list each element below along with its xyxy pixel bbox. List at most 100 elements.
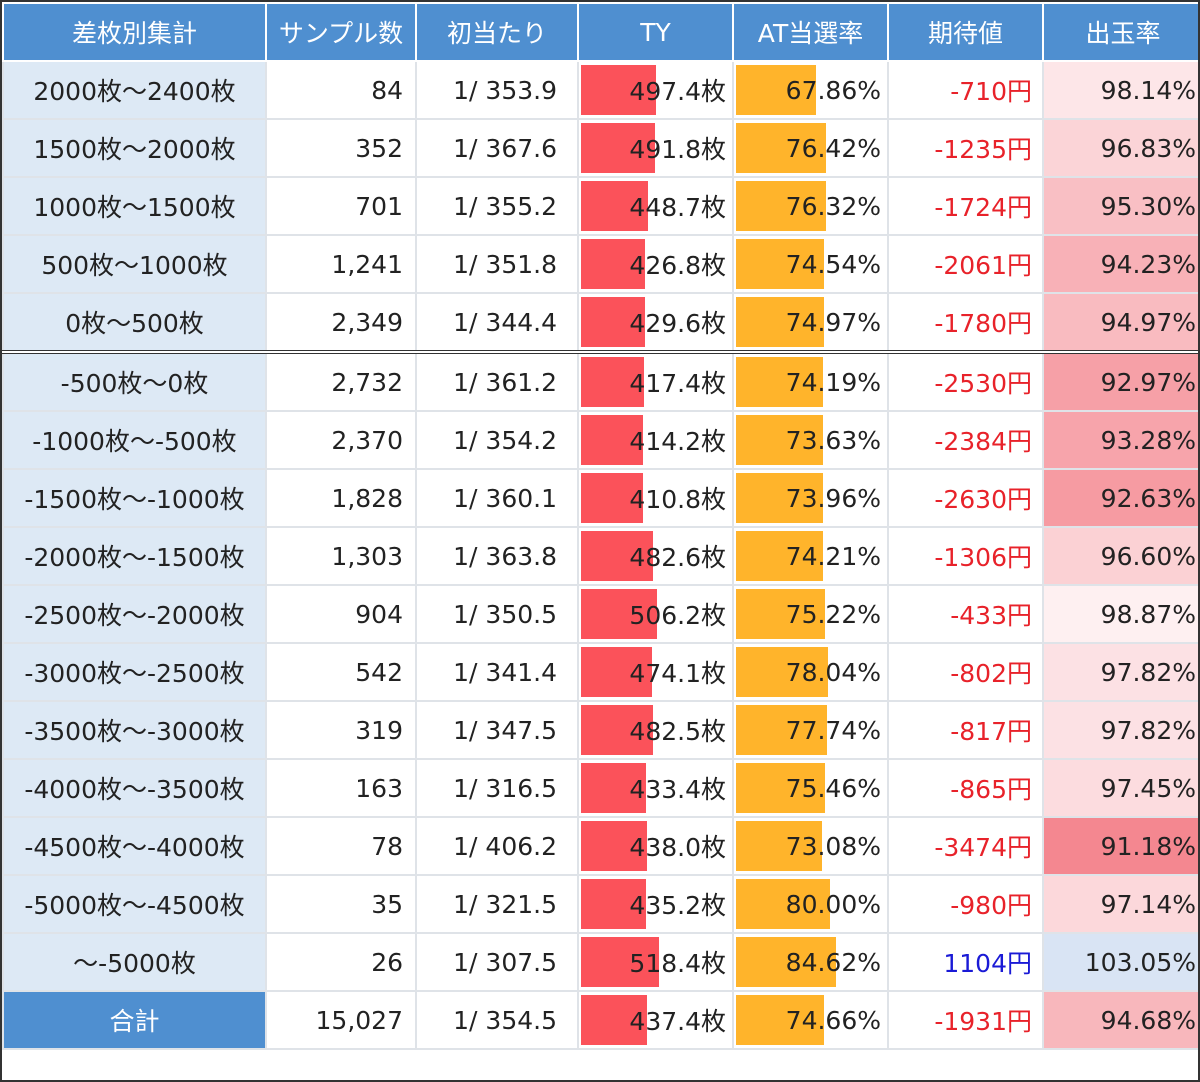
table-row: 1000枚〜1500枚 701 1/ 355.2 448.7枚 76.32% -1724円…	[2, 176, 1198, 236]
sample-count: 35	[265, 874, 417, 934]
table-row: 〜-5000枚 26 1/ 307.5 518.4枚 84.62% 1104円 103.05…	[2, 932, 1198, 992]
sample-count: 904	[265, 584, 417, 644]
at-rate-cell-bar	[736, 65, 816, 115]
table-row: -500枚〜0枚 2,732 1/ 361.2 417.4枚 74.19% -2530円 9…	[2, 350, 1198, 412]
row-category: -3000枚〜-2500枚	[2, 642, 267, 702]
at-rate-cell-value: 73.63%	[785, 425, 881, 455]
header-ty[interactable]: TY	[577, 2, 734, 62]
ty-cell-value: 433.4枚	[629, 775, 726, 804]
ty-cell-bar	[581, 821, 647, 871]
payout-rate: 98.14%	[1042, 60, 1198, 120]
at-rate-cell: 75.46%	[732, 758, 889, 818]
header-expected-value[interactable]: 期待値	[887, 2, 1044, 62]
at-rate-cell: 78.04%	[732, 642, 889, 702]
payout-rate: 92.97%	[1042, 350, 1198, 412]
ty-cell-value: 438.0枚	[629, 833, 726, 862]
ty-cell: 438.0枚	[577, 816, 734, 876]
at-rate-cell-value: 80.00%	[785, 889, 881, 919]
at-rate-cell-bar	[736, 123, 826, 173]
header-category[interactable]: 差枚別集計	[2, 2, 267, 62]
row-category: 1000枚〜1500枚	[2, 176, 267, 236]
at-rate-cell-bar	[736, 647, 828, 697]
table-row: 2000枚〜2400枚 84 1/ 353.9 497.4枚 67.86% -710円 98…	[2, 60, 1198, 120]
ty-cell-value: 474.1枚	[629, 659, 726, 688]
at-rate-cell-bar	[736, 239, 824, 289]
first-hit-odds: 1/ 354.5	[415, 990, 579, 1050]
ty-cell: 497.4枚	[577, 60, 734, 120]
at-rate-cell: 73.08%	[732, 816, 889, 876]
at-rate-cell-bar	[736, 705, 828, 755]
at-rate-cell: 84.62%	[732, 932, 889, 992]
first-hit-odds: 1/ 360.1	[415, 468, 579, 528]
first-hit-odds: 1/ 355.2	[415, 176, 579, 236]
sample-count: 352	[265, 118, 417, 178]
row-category: -500枚〜0枚	[2, 350, 267, 412]
ty-cell: 506.2枚	[577, 584, 734, 644]
expected-value: -2530円	[887, 350, 1044, 412]
at-rate-cell-value: 74.66%	[785, 1005, 881, 1035]
header-payout-rate[interactable]: 出玉率	[1042, 2, 1198, 62]
expected-value: -1306円	[887, 526, 1044, 586]
payout-rate: 97.82%	[1042, 642, 1198, 702]
table-row: -2000枚〜-1500枚 1,303 1/ 363.8 482.6枚 74.21% -1…	[2, 526, 1198, 586]
ty-cell: 491.8枚	[577, 118, 734, 178]
at-rate-cell-value: 76.32%	[785, 191, 881, 221]
at-rate-cell: 74.19%	[732, 350, 889, 412]
expected-value: -710円	[887, 60, 1044, 120]
ty-cell-bar	[581, 473, 643, 523]
expected-value: -2061円	[887, 234, 1044, 294]
at-rate-cell-value: 75.46%	[785, 773, 881, 803]
payout-rate: 103.05%	[1042, 932, 1198, 992]
ty-cell-bar	[581, 705, 654, 755]
at-rate-cell-bar	[736, 763, 825, 813]
at-rate-cell-value: 75.22%	[785, 599, 881, 629]
row-category: 〜-5000枚	[2, 932, 267, 992]
payout-rate: 94.97%	[1042, 292, 1198, 353]
ty-cell-value: 435.2枚	[629, 891, 726, 920]
expected-value: -802円	[887, 642, 1044, 702]
at-rate-cell-bar	[736, 181, 826, 231]
ty-cell: 433.4枚	[577, 758, 734, 818]
ty-cell-value: 448.7枚	[629, 193, 726, 222]
ty-cell-bar	[581, 239, 646, 289]
expected-value: -1931円	[887, 990, 1044, 1050]
ty-cell-value: 482.6枚	[629, 543, 726, 572]
payout-rate: 98.87%	[1042, 584, 1198, 644]
ty-cell-bar	[581, 647, 653, 697]
at-rate-cell-bar	[736, 589, 825, 639]
ty-cell-value: 506.2枚	[629, 601, 726, 630]
at-rate-cell: 75.22%	[732, 584, 889, 644]
ty-cell-bar	[581, 297, 646, 347]
expected-value: -3474円	[887, 816, 1044, 876]
ty-cell-bar	[581, 763, 646, 813]
table-row: 1500枚〜2000枚 352 1/ 367.6 491.8枚 76.42% -1235円…	[2, 118, 1198, 178]
first-hit-odds: 1/ 353.9	[415, 60, 579, 120]
ty-cell-bar	[581, 879, 647, 929]
header-at-rate[interactable]: AT当選率	[732, 2, 889, 62]
ty-cell-value: 437.4枚	[629, 1007, 726, 1036]
header-samples[interactable]: サンプル数	[265, 2, 417, 62]
expected-value: -433円	[887, 584, 1044, 644]
table-row: -3000枚〜-2500枚 542 1/ 341.4 474.1枚 78.04% -802…	[2, 642, 1198, 702]
header-first-hit[interactable]: 初当たり	[415, 2, 579, 62]
row-category: -3500枚〜-3000枚	[2, 700, 267, 760]
first-hit-odds: 1/ 367.6	[415, 118, 579, 178]
ty-cell-value: 426.8枚	[629, 251, 726, 280]
payout-rate: 91.18%	[1042, 816, 1198, 876]
at-rate-cell: 73.63%	[732, 410, 889, 470]
at-rate-cell-value: 74.19%	[785, 367, 881, 397]
first-hit-odds: 1/ 307.5	[415, 932, 579, 992]
sample-count: 84	[265, 60, 417, 120]
ty-cell: 417.4枚	[577, 350, 734, 412]
sample-count: 15,027	[265, 990, 417, 1050]
ty-cell: 482.6枚	[577, 526, 734, 586]
at-rate-cell-value: 74.54%	[785, 249, 881, 279]
table-row: -1000枚〜-500枚 2,370 1/ 354.2 414.2枚 73.63% -23…	[2, 410, 1198, 470]
sample-count: 542	[265, 642, 417, 702]
at-rate-cell-bar	[736, 415, 823, 465]
ty-cell: 429.6枚	[577, 292, 734, 353]
at-rate-cell: 74.97%	[732, 292, 889, 353]
row-category: 1500枚〜2000枚	[2, 118, 267, 178]
at-rate-cell-value: 74.21%	[785, 541, 881, 571]
at-rate-cell-bar	[736, 937, 836, 987]
